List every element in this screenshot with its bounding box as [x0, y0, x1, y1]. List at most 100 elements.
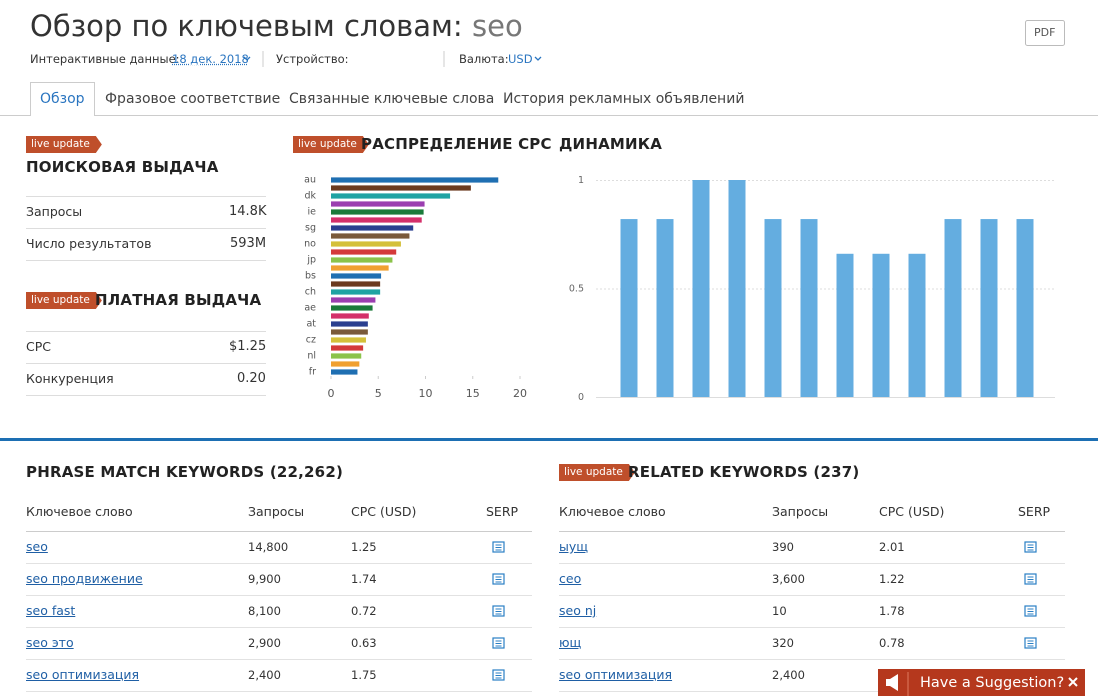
bar: [620, 219, 638, 397]
bar: [331, 185, 471, 191]
metric-label: Конкуренция: [26, 371, 114, 386]
bar: [331, 329, 368, 335]
keyword-link[interactable]: ющ: [559, 635, 582, 650]
y-tick-label: nl: [307, 351, 316, 362]
keyword-link[interactable]: сео: [559, 571, 582, 586]
bar: [980, 219, 998, 397]
bar: [331, 353, 362, 359]
y-tick-label: 0.5: [569, 284, 584, 295]
cell: 1.78: [879, 604, 905, 618]
column-header: Запросы: [772, 504, 829, 519]
bar: [944, 219, 962, 397]
y-tick-label: 0: [578, 392, 584, 403]
keyword-link[interactable]: seo это: [26, 635, 74, 650]
cell: 3,600: [772, 572, 805, 586]
filter-label: Валюта:: [459, 52, 509, 66]
cell: 1.25: [351, 540, 377, 554]
section-title: ПОИСКОВАЯ ВЫДАЧА: [26, 158, 219, 176]
bar: [331, 209, 424, 215]
page-title: Обзор по ключевым словам:: [30, 9, 463, 43]
bar: [331, 217, 422, 223]
bar: [331, 257, 393, 263]
suggestion-bar: [878, 669, 1085, 696]
filter-label: Интерактивные данные:: [30, 52, 180, 66]
y-tick-label: at: [306, 319, 316, 330]
bar: [331, 321, 368, 327]
column-header: SERP: [486, 504, 519, 519]
keyword-link[interactable]: seo fast: [26, 603, 76, 618]
metric-value: 0.20: [237, 371, 266, 386]
tab[interactable]: Фразовое соответствие: [105, 91, 281, 107]
keyword-link[interactable]: ыущ: [559, 539, 589, 554]
filter-value[interactable]: 18 дек. 2018: [172, 52, 249, 66]
section-title: PHRASE MATCH KEYWORDS (22,262): [26, 463, 344, 481]
live-badge: live update: [559, 464, 635, 481]
keyword-link[interactable]: seo продвижение: [26, 571, 143, 586]
y-tick-label: jp: [306, 255, 316, 266]
tab[interactable]: История рекламных объявлений: [503, 91, 745, 107]
keyword-link[interactable]: seo: [26, 539, 48, 554]
column-header: CPC (USD): [351, 504, 417, 519]
tab[interactable]: Связанные ключевые слова: [289, 91, 495, 107]
y-tick-label: ch: [305, 287, 316, 298]
suggestion-label[interactable]: Have a Suggestion?: [920, 675, 1065, 691]
bar: [331, 313, 369, 319]
bar: [331, 249, 397, 255]
metric-label: Число результатов: [26, 236, 152, 251]
bar: [908, 253, 926, 397]
cell: 2,400: [772, 668, 805, 682]
y-tick-label: au: [304, 175, 316, 186]
x-tick-label: 0: [328, 387, 335, 400]
bar: [331, 369, 358, 375]
cell: 0.78: [879, 636, 905, 650]
cell: 10: [772, 604, 787, 618]
chart-title: ДИНАМИКА: [559, 135, 663, 153]
megaphone-icon: [886, 674, 898, 691]
bar: [331, 225, 414, 231]
x-tick-label: 20: [513, 387, 527, 400]
metric-value: 14.8K: [229, 204, 267, 219]
bar: [800, 219, 818, 397]
bar: [728, 180, 746, 397]
keyword-link[interactable]: seo оптимизация: [26, 667, 140, 682]
bar: [331, 265, 389, 271]
column-header: CPC (USD): [879, 504, 945, 519]
page-keyword: seo: [472, 9, 523, 43]
metric-value: $1.25: [229, 339, 267, 354]
bar: [331, 361, 360, 367]
section-title: ПЛАТНАЯ ВЫДАЧА: [95, 291, 262, 309]
column-header: Запросы: [248, 504, 305, 519]
metric-label: CPC: [26, 339, 51, 354]
bar: [331, 297, 376, 303]
y-tick-label: sg: [305, 223, 316, 234]
keyword-link[interactable]: seo nj: [559, 603, 597, 618]
cell: 14,800: [248, 540, 289, 554]
cell: 8,100: [248, 604, 281, 618]
bar: [656, 219, 674, 397]
cell: 9,900: [248, 572, 281, 586]
pdf-button: [1025, 20, 1065, 46]
x-tick-label: 10: [419, 387, 433, 400]
bar: [331, 193, 451, 199]
y-tick-label: bs: [305, 271, 316, 282]
keyword-link[interactable]: seo оптимизация: [559, 667, 673, 682]
pdf-label[interactable]: PDF: [1034, 26, 1056, 39]
cell: 2,900: [248, 636, 281, 650]
column-header: Ключевое слово: [559, 504, 666, 519]
cell: 1.75: [351, 668, 377, 682]
y-tick-label: no: [304, 239, 316, 250]
bar: [872, 253, 890, 397]
filter-value[interactable]: USD: [508, 52, 533, 66]
live-badge: live update: [26, 292, 102, 309]
tab[interactable]: Обзор: [40, 91, 85, 107]
cell: 320: [772, 636, 794, 650]
bar: [331, 233, 410, 239]
bar: [836, 253, 854, 397]
cell: 1.74: [351, 572, 377, 586]
bar: [331, 177, 499, 183]
cell: 2,400: [248, 668, 281, 682]
column-header: SERP: [1018, 504, 1051, 519]
bar: [764, 219, 782, 397]
